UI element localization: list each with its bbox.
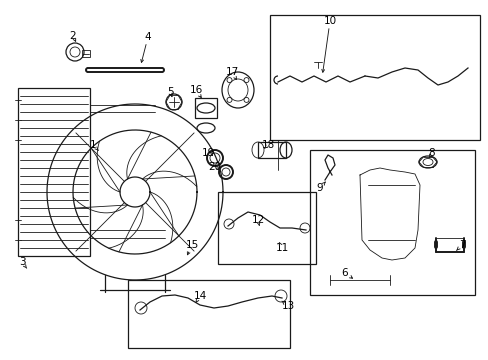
Bar: [128, 280, 289, 348]
Bar: [269, 15, 479, 140]
Text: 9: 9: [316, 183, 323, 193]
Text: 11: 11: [275, 243, 288, 253]
Bar: [195, 98, 217, 118]
Bar: [18, 88, 90, 256]
Text: 12: 12: [251, 215, 264, 225]
Text: 5: 5: [166, 87, 173, 97]
Text: 18: 18: [261, 140, 274, 150]
Text: 19: 19: [201, 148, 214, 158]
Text: 8: 8: [428, 148, 434, 158]
Text: 1: 1: [89, 140, 96, 150]
Text: 3: 3: [19, 257, 25, 267]
Bar: [258, 142, 285, 158]
Text: 4: 4: [144, 32, 151, 42]
Text: 20: 20: [208, 162, 221, 172]
Text: 14: 14: [193, 291, 206, 301]
Bar: [309, 150, 474, 295]
Bar: [218, 192, 315, 264]
Text: 6: 6: [341, 268, 347, 278]
Bar: [82, 50, 90, 57]
Text: 17: 17: [225, 67, 238, 77]
Text: 16: 16: [189, 85, 202, 95]
Text: 7: 7: [458, 240, 465, 250]
Text: 15: 15: [185, 240, 198, 250]
Text: 2: 2: [70, 31, 76, 41]
Text: 13: 13: [281, 301, 294, 311]
Text: 10: 10: [323, 16, 336, 26]
